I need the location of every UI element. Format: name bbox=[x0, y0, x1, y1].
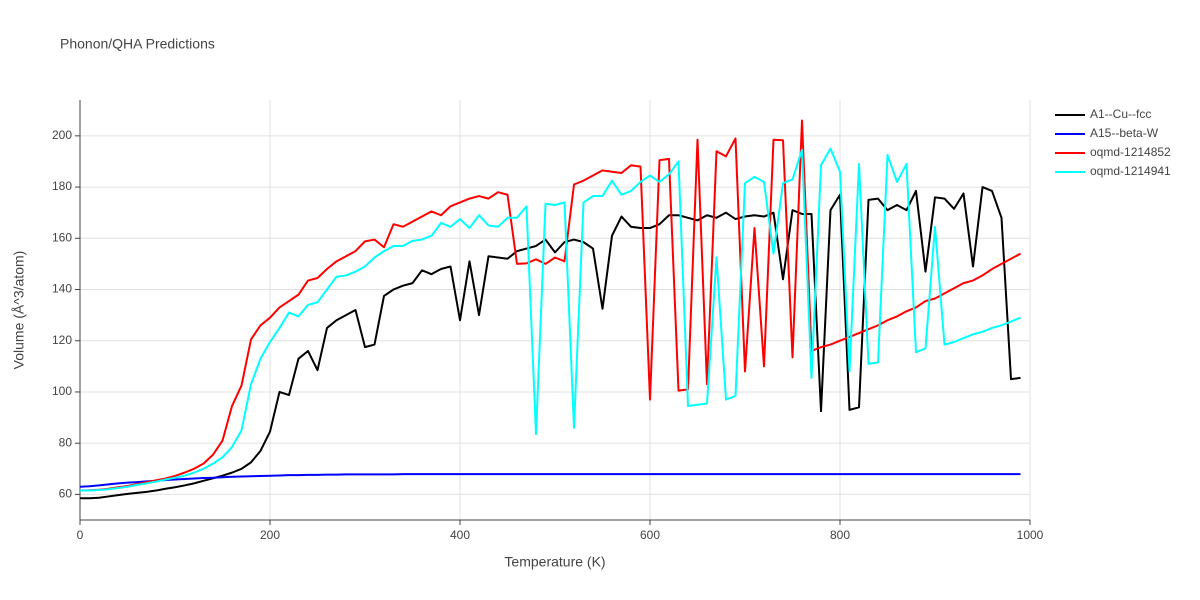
series-line bbox=[80, 147, 1021, 492]
x-tick-label: 400 bbox=[450, 528, 470, 542]
legend-label: oqmd-1214852 bbox=[1090, 145, 1171, 159]
legend-label: oqmd-1214941 bbox=[1090, 164, 1171, 178]
x-tick-label: 600 bbox=[640, 528, 660, 542]
y-tick-label: 180 bbox=[52, 179, 72, 193]
x-tick-label: 0 bbox=[77, 528, 84, 542]
legend-label: A1--Cu--fcc bbox=[1090, 107, 1151, 121]
y-tick-label: 60 bbox=[59, 487, 73, 501]
y-tick-label: 160 bbox=[52, 230, 72, 244]
series-line bbox=[80, 186, 1021, 500]
x-tick-label: 800 bbox=[830, 528, 850, 542]
y-tick-label: 120 bbox=[52, 333, 72, 347]
legend-label: A15--beta-W bbox=[1090, 126, 1159, 140]
series-line bbox=[79, 119, 1021, 492]
y-tick-label: 200 bbox=[52, 128, 72, 142]
y-tick-label: 80 bbox=[59, 435, 73, 449]
y-axis-title: Volume (Å^3/atom) bbox=[11, 251, 27, 370]
x-tick-label: 1000 bbox=[1017, 528, 1044, 542]
series-line bbox=[79, 473, 1021, 488]
y-tick-label: 140 bbox=[52, 282, 72, 296]
x-axis-title: Temperature (K) bbox=[504, 554, 605, 570]
y-tick-label: 100 bbox=[52, 384, 72, 398]
chart-title: Phonon/QHA Predictions bbox=[60, 36, 215, 52]
x-tick-label: 200 bbox=[260, 528, 280, 542]
